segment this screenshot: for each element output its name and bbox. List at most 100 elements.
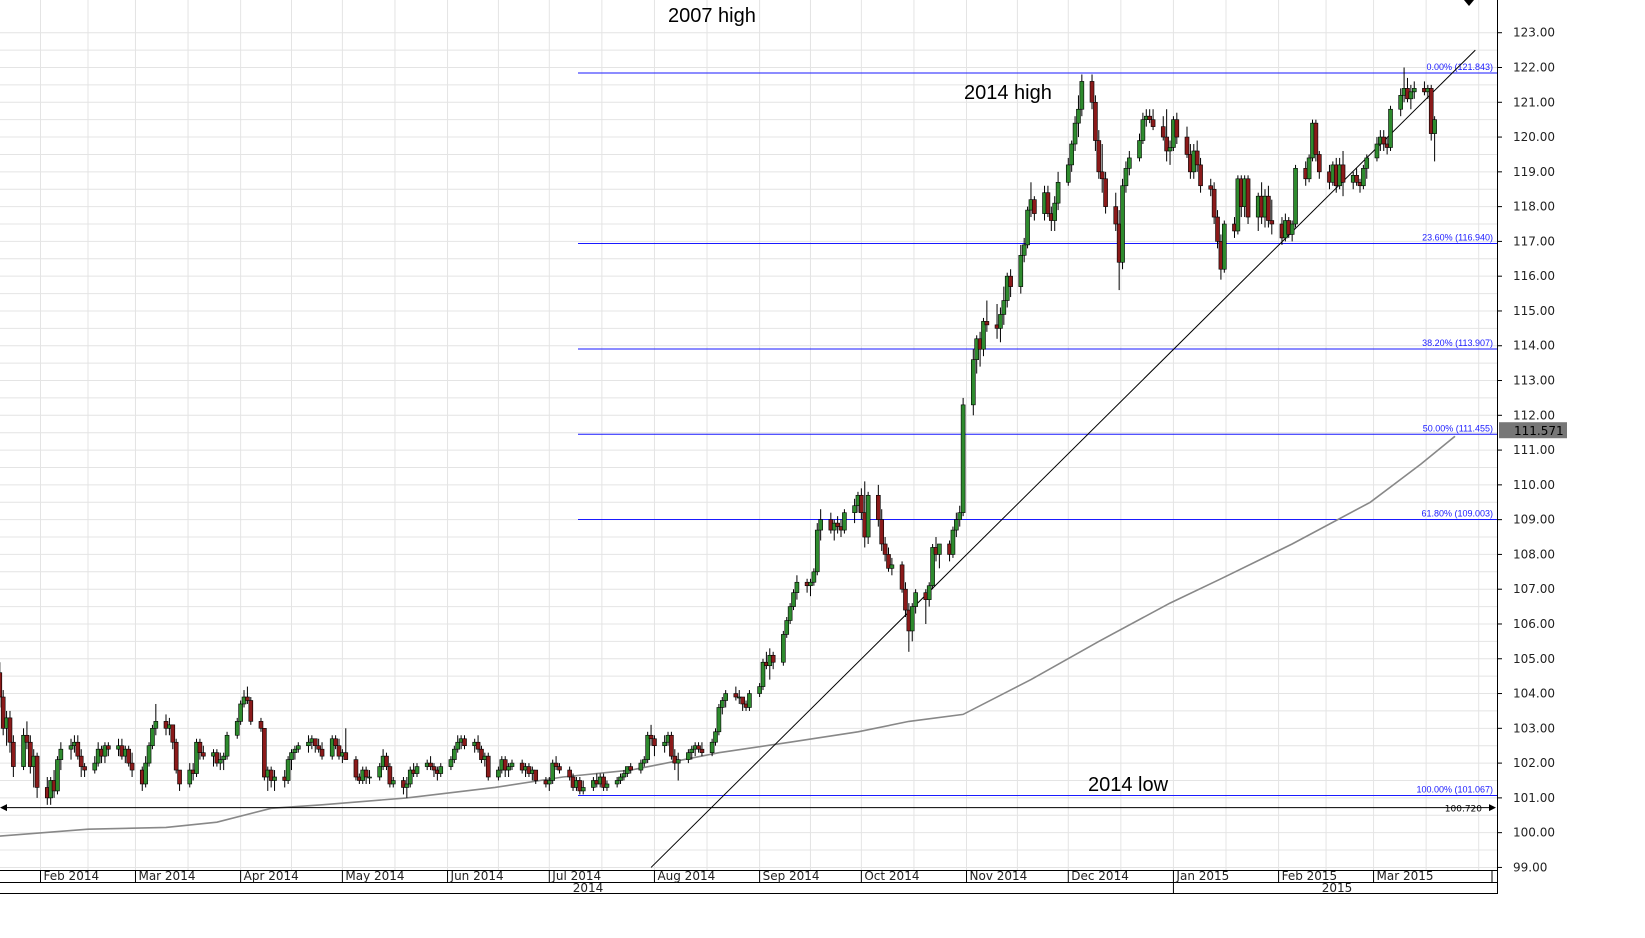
- candle-body: [1127, 157, 1132, 169]
- candle: [384, 752, 389, 771]
- candle-body: [1120, 185, 1125, 263]
- candle: [723, 690, 728, 708]
- candle: [11, 735, 16, 778]
- y-tick-label: 117.00: [1513, 234, 1555, 248]
- candle: [852, 498, 857, 524]
- candle-body: [295, 745, 301, 750]
- candle: [24, 721, 30, 750]
- candle: [496, 766, 501, 781]
- candle-body: [957, 512, 963, 520]
- candle-body: [553, 762, 559, 767]
- candle: [224, 731, 230, 760]
- candle: [1354, 168, 1359, 186]
- candle: [387, 763, 393, 788]
- candle: [1120, 178, 1125, 270]
- candle: [1150, 109, 1156, 131]
- candle-body: [1089, 81, 1095, 103]
- candle: [689, 745, 695, 760]
- candle-body: [21, 734, 26, 767]
- candle-body: [835, 522, 840, 527]
- candle-body: [224, 734, 230, 757]
- candle: [1069, 140, 1074, 172]
- candle-body: [781, 634, 786, 663]
- candle: [1099, 144, 1105, 193]
- candle: [937, 543, 942, 569]
- candle-body: [319, 748, 325, 757]
- candle-body: [1198, 164, 1203, 187]
- candle-body: [173, 741, 179, 771]
- candle: [1269, 199, 1275, 235]
- candle-body: [747, 693, 752, 708]
- candle-body: [126, 748, 131, 764]
- candle: [811, 568, 817, 586]
- candle: [909, 603, 915, 642]
- candle: [784, 617, 790, 638]
- candle: [377, 763, 383, 781]
- candle-body: [306, 741, 311, 747]
- candle: [1065, 157, 1071, 186]
- candle: [950, 526, 956, 558]
- candle-body: [1055, 181, 1061, 204]
- candle: [842, 509, 847, 534]
- candle-body: [1072, 122, 1078, 145]
- candle-body: [937, 543, 942, 555]
- y-tick-label: 100.00: [1513, 826, 1555, 840]
- candle-body: [92, 762, 98, 771]
- candle-body: [652, 738, 657, 747]
- candle: [55, 756, 60, 795]
- candle-body: [150, 728, 155, 747]
- candle-body: [1215, 216, 1220, 242]
- candle: [1127, 150, 1132, 176]
- scroll-marker-icon: [1464, 0, 1474, 6]
- current-price-label: 111.571: [1514, 424, 1564, 438]
- candle-body: [723, 693, 728, 701]
- candle: [1408, 84, 1414, 110]
- month-label: Feb 2015: [1282, 869, 1338, 883]
- month-label: Jul 2014: [551, 869, 601, 883]
- candle: [1072, 116, 1078, 151]
- candle-body: [1147, 115, 1152, 120]
- candle-body: [794, 581, 800, 593]
- candle: [818, 509, 823, 541]
- candle-body: [1184, 136, 1190, 155]
- fib-label: 50.00% (111.455): [1423, 423, 1493, 433]
- year-label-2015: 2015: [1322, 881, 1353, 895]
- candle-body: [1025, 209, 1030, 246]
- candle: [1018, 244, 1024, 294]
- candle: [329, 735, 335, 760]
- candle-body: [662, 741, 667, 747]
- candle: [82, 763, 87, 778]
- candle-body: [217, 759, 223, 764]
- candle-body: [784, 620, 790, 635]
- candle: [882, 537, 888, 562]
- candle: [669, 731, 674, 760]
- candle: [604, 780, 610, 791]
- candle-body: [1079, 81, 1085, 110]
- candle-body: [926, 585, 932, 600]
- candle-body: [462, 738, 467, 747]
- candle-body: [638, 762, 644, 771]
- candle-body: [699, 748, 705, 753]
- candle: [1052, 196, 1058, 231]
- candle: [1361, 164, 1366, 190]
- candle: [102, 742, 108, 764]
- y-tick-label: 103.00: [1513, 721, 1555, 735]
- candle: [452, 745, 457, 764]
- candle: [187, 763, 193, 788]
- candle: [173, 738, 179, 774]
- candle-body: [876, 494, 881, 520]
- candle-body: [329, 738, 335, 757]
- moving-average-line: [0, 435, 1456, 837]
- candle: [557, 763, 562, 774]
- candle-body: [55, 759, 60, 792]
- candle-body: [1099, 171, 1105, 180]
- candle: [1021, 237, 1027, 263]
- candle: [404, 777, 410, 798]
- candle: [1045, 185, 1051, 218]
- candle: [550, 759, 555, 784]
- candle: [1208, 178, 1214, 197]
- candle-body: [0, 696, 6, 729]
- candle: [1089, 74, 1095, 110]
- candle-body: [641, 759, 647, 764]
- candle-body: [648, 734, 654, 740]
